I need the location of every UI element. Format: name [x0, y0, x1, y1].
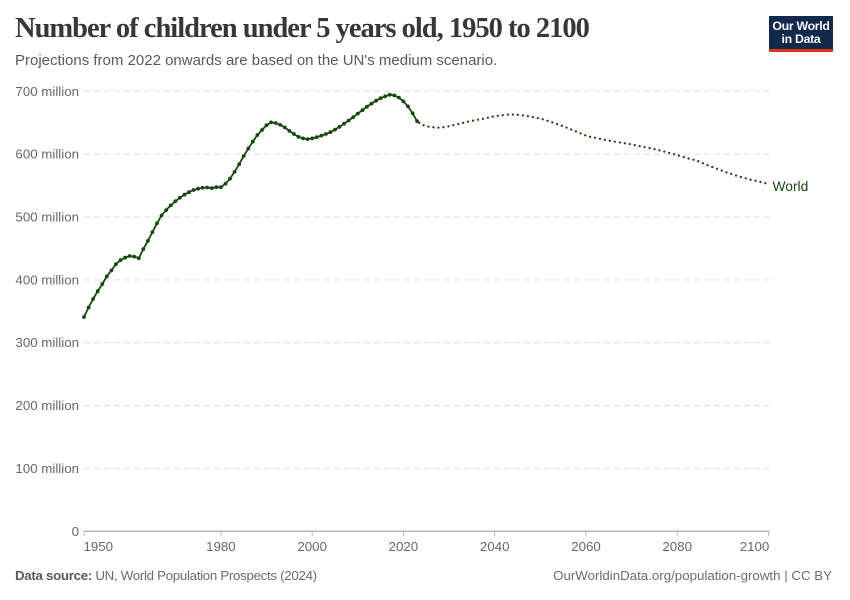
svg-text:World: World — [773, 179, 809, 194]
svg-text:1950: 1950 — [84, 539, 114, 554]
svg-text:2100: 2100 — [740, 539, 770, 554]
svg-text:1980: 1980 — [206, 539, 236, 554]
svg-text:400 million: 400 million — [15, 272, 79, 287]
svg-text:500 million: 500 million — [15, 210, 79, 225]
svg-text:600 million: 600 million — [15, 147, 79, 162]
svg-text:300 million: 300 million — [15, 335, 79, 350]
svg-text:100 million: 100 million — [15, 461, 79, 476]
svg-text:0: 0 — [72, 524, 79, 539]
svg-text:2080: 2080 — [662, 539, 692, 554]
svg-text:200 million: 200 million — [15, 398, 79, 413]
svg-text:700 million: 700 million — [15, 84, 79, 99]
svg-text:2060: 2060 — [571, 539, 601, 554]
svg-text:2000: 2000 — [297, 539, 327, 554]
svg-text:2040: 2040 — [480, 539, 510, 554]
svg-text:2020: 2020 — [389, 539, 419, 554]
